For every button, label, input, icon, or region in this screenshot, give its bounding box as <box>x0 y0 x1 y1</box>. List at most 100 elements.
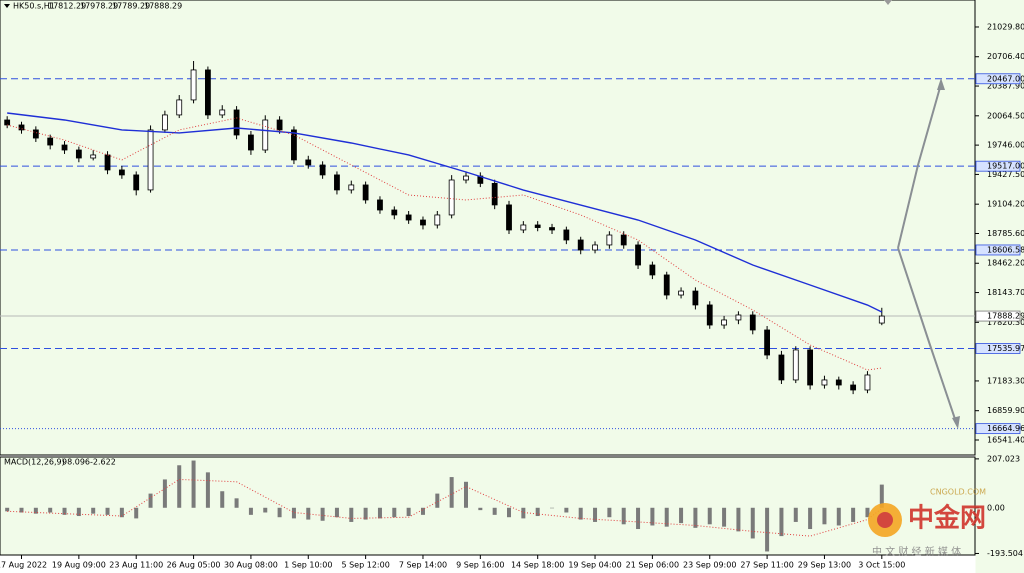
candle-body <box>864 374 871 391</box>
macd-bar <box>76 507 81 517</box>
header-close: 17888.29 <box>144 2 182 11</box>
candle-body <box>75 149 82 159</box>
macd-bar <box>119 507 124 518</box>
x-tick-label: 23 Sep 09:00 <box>683 561 736 570</box>
x-tick-label: 17 Aug 2022 <box>0 561 47 570</box>
y-tick-label: -193.504 <box>987 549 1023 558</box>
candle-body <box>219 109 226 116</box>
macd-bar <box>521 507 526 519</box>
candle-body <box>262 119 269 151</box>
candle-body <box>506 204 512 231</box>
candle-body <box>61 144 68 151</box>
candle-body <box>118 169 125 176</box>
macd-bar <box>406 507 411 517</box>
header-open: 17812.29 <box>48 2 86 11</box>
candle-body <box>592 244 598 251</box>
macd-bar <box>793 507 798 522</box>
macd-bar <box>463 481 468 508</box>
macd-bar <box>621 507 626 525</box>
macd-bar <box>148 493 153 508</box>
macd-bar <box>679 507 684 524</box>
y-tick-label: 19427.50 <box>987 170 1024 179</box>
level-label: 18606.58 <box>987 245 1024 254</box>
x-tick-label: 19 Aug 09:00 <box>52 561 106 570</box>
header-high: 17978.29 <box>80 2 118 11</box>
macd-bar <box>865 507 870 518</box>
candle-body <box>491 182 498 206</box>
x-tick-label: 7 Sep 14:00 <box>399 561 447 570</box>
price-panel <box>0 0 976 456</box>
candle-body <box>276 119 283 131</box>
macd-bar <box>578 507 583 520</box>
macd-bar <box>607 507 612 518</box>
candle-body <box>348 184 355 191</box>
candle-body <box>620 234 627 246</box>
candle-body <box>678 290 684 296</box>
macd-bar <box>177 465 182 508</box>
macd-bar <box>879 484 884 508</box>
macd-bar <box>91 507 96 514</box>
candle-body <box>32 129 39 139</box>
macd-bar <box>851 507 856 522</box>
y-tick-label: 20387.90 <box>987 82 1024 91</box>
macd-bar <box>636 507 641 530</box>
up-arrow-head <box>937 78 945 90</box>
menu-triangle <box>4 4 10 8</box>
candle-body <box>807 349 814 386</box>
level-label: 17535.97 <box>987 344 1024 353</box>
macd-bar <box>191 460 196 508</box>
macd-bar <box>392 507 397 518</box>
macd-panel <box>0 456 976 556</box>
y-tick-label: 20064.50 <box>987 111 1024 120</box>
candle-body <box>176 99 183 116</box>
level-label: 20467.00 <box>987 74 1024 83</box>
x-tick-label: 30 Aug 08:00 <box>224 561 278 570</box>
candle-body <box>821 379 828 386</box>
level-label: 17888.29 <box>987 312 1024 321</box>
macd-bar <box>550 507 555 509</box>
macd-bar <box>779 507 784 537</box>
candle-body <box>4 119 11 126</box>
y-tick-label: 16541.40 <box>987 436 1024 445</box>
moving-average <box>7 112 883 313</box>
macd-bar <box>808 507 813 530</box>
macd-bar <box>220 491 225 508</box>
candle-body <box>161 114 168 131</box>
macd-bar <box>134 507 139 519</box>
x-tick-label: 23 Aug 11:00 <box>109 561 163 570</box>
y-tick-label: 16859.90 <box>987 406 1024 415</box>
candle-body <box>649 264 656 276</box>
watermark-brand: 中金网 <box>908 503 986 534</box>
macd-bar <box>736 507 741 532</box>
x-tick-label: 5 Sep 12:00 <box>341 561 389 570</box>
header-low: 17789.29 <box>112 2 150 11</box>
candle-body <box>850 384 857 391</box>
level-label-box <box>975 73 1021 85</box>
macd-bar <box>765 507 770 552</box>
macd-bar <box>48 507 53 513</box>
macd-bar <box>507 507 512 518</box>
y-tick-label: 19746.00 <box>987 141 1024 150</box>
y-tick-label: 17183.30 <box>987 376 1024 385</box>
candle-body <box>334 174 340 191</box>
macd-bar <box>162 479 167 508</box>
candle-body <box>692 290 699 306</box>
y-tick-label: 19104.20 <box>987 200 1024 209</box>
macd-bar <box>492 507 497 515</box>
logo-core <box>877 512 893 528</box>
candle-body <box>133 174 140 191</box>
macd-bar <box>291 507 296 519</box>
x-tick-label: 1 Sep 10:00 <box>284 561 332 570</box>
macd-bar <box>205 472 210 508</box>
candle-body <box>792 349 799 381</box>
signal-value: -2.622 <box>90 458 116 467</box>
candle-body <box>563 229 570 241</box>
macd-bar <box>836 507 841 526</box>
macd-bar <box>277 507 282 518</box>
x-tick-label: 3 Oct 15:00 <box>858 561 905 570</box>
macd-bar <box>334 507 339 518</box>
macd-bar <box>822 507 827 525</box>
down-arrow-head <box>952 416 960 429</box>
down-arrow <box>897 247 957 423</box>
candle-body <box>635 244 641 266</box>
